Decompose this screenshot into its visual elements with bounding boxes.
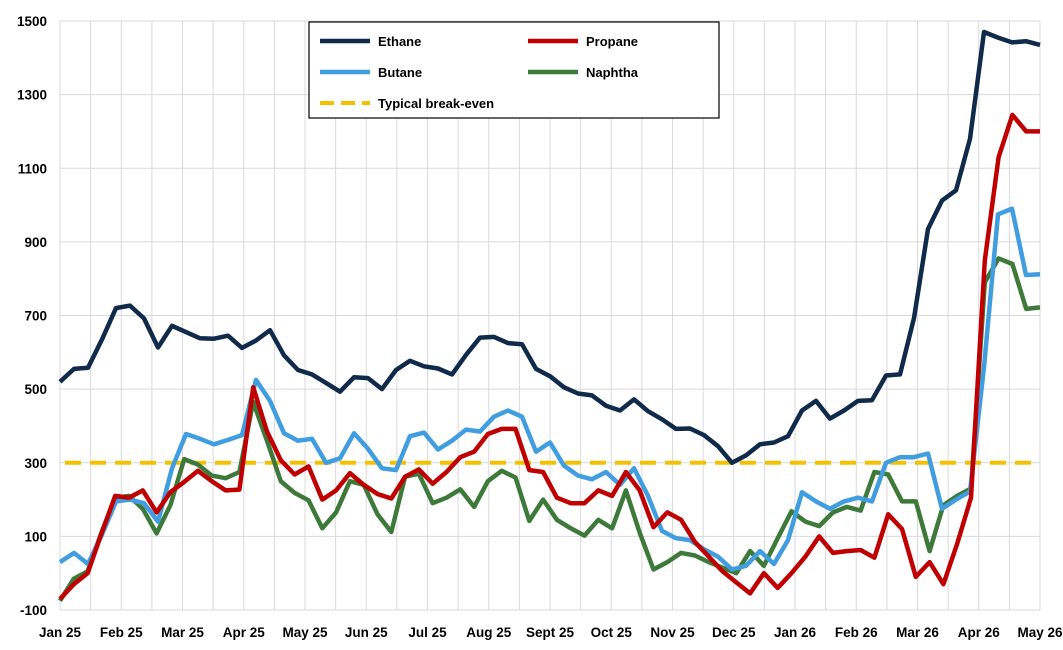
legend-label-ethane: Ethane [378, 34, 421, 49]
x-tick-label: Mar 25 [161, 625, 204, 640]
x-tick-label: Apr 26 [958, 625, 1001, 640]
y-tick-label: 1300 [17, 88, 47, 103]
legend: Ethane Propane Butane Naphtha Typical break-… [308, 21, 720, 119]
y-tick-label: 900 [24, 235, 47, 250]
x-tick-label: Apr 25 [223, 625, 266, 640]
legend-label-naphtha: Naphtha [586, 65, 639, 80]
x-tick-label: Feb 25 [100, 625, 143, 640]
x-tick-label: Jan 26 [774, 625, 817, 640]
x-tick-label: Jan 25 [39, 625, 82, 640]
y-tick-label: 500 [24, 382, 47, 397]
x-tick-label: Jul 25 [408, 625, 447, 640]
series-line-butane [58, 206, 1041, 572]
legend-label-propane: Propane [586, 34, 638, 49]
x-tick-label: May 25 [282, 625, 328, 640]
x-tick-label: May 26 [1017, 625, 1063, 640]
legend-box [308, 21, 720, 119]
y-tick-label: 1500 [17, 14, 47, 29]
x-tick-label: Feb 26 [835, 625, 878, 640]
x-tick-label: Dec 25 [712, 625, 756, 640]
x-axis-labels: Jan 25 Feb 25 Mar 25 Apr 25 May 25 Jun 25 Jul … [39, 625, 1063, 640]
grid-lines [59, 20, 1041, 611]
legend-label-typical-break-even: Typical break-even [378, 96, 494, 111]
x-tick-label: Aug 25 [466, 625, 512, 640]
y-tick-label: 300 [24, 456, 47, 471]
y-axis-labels: -100 100 300 500 700 900 1100 1300 1500 [17, 14, 47, 618]
y-tick-label: 100 [24, 529, 47, 544]
series-line-naphtha [58, 256, 1041, 602]
x-tick-label: Nov 25 [650, 625, 695, 640]
legend-label-butane: Butane [378, 65, 422, 80]
series-layer [58, 29, 1041, 602]
y-tick-label: 700 [24, 309, 47, 324]
x-tick-label: Sept 25 [526, 625, 575, 640]
y-tick-label: 1100 [18, 161, 47, 176]
series-line-ethane [58, 29, 1041, 466]
x-tick-label: Mar 26 [896, 625, 939, 640]
x-tick-label: Jun 25 [345, 625, 388, 640]
y-tick-label: -100 [20, 603, 47, 618]
x-tick-label: Oct 25 [591, 625, 633, 640]
series-line-propane [58, 112, 1040, 601]
